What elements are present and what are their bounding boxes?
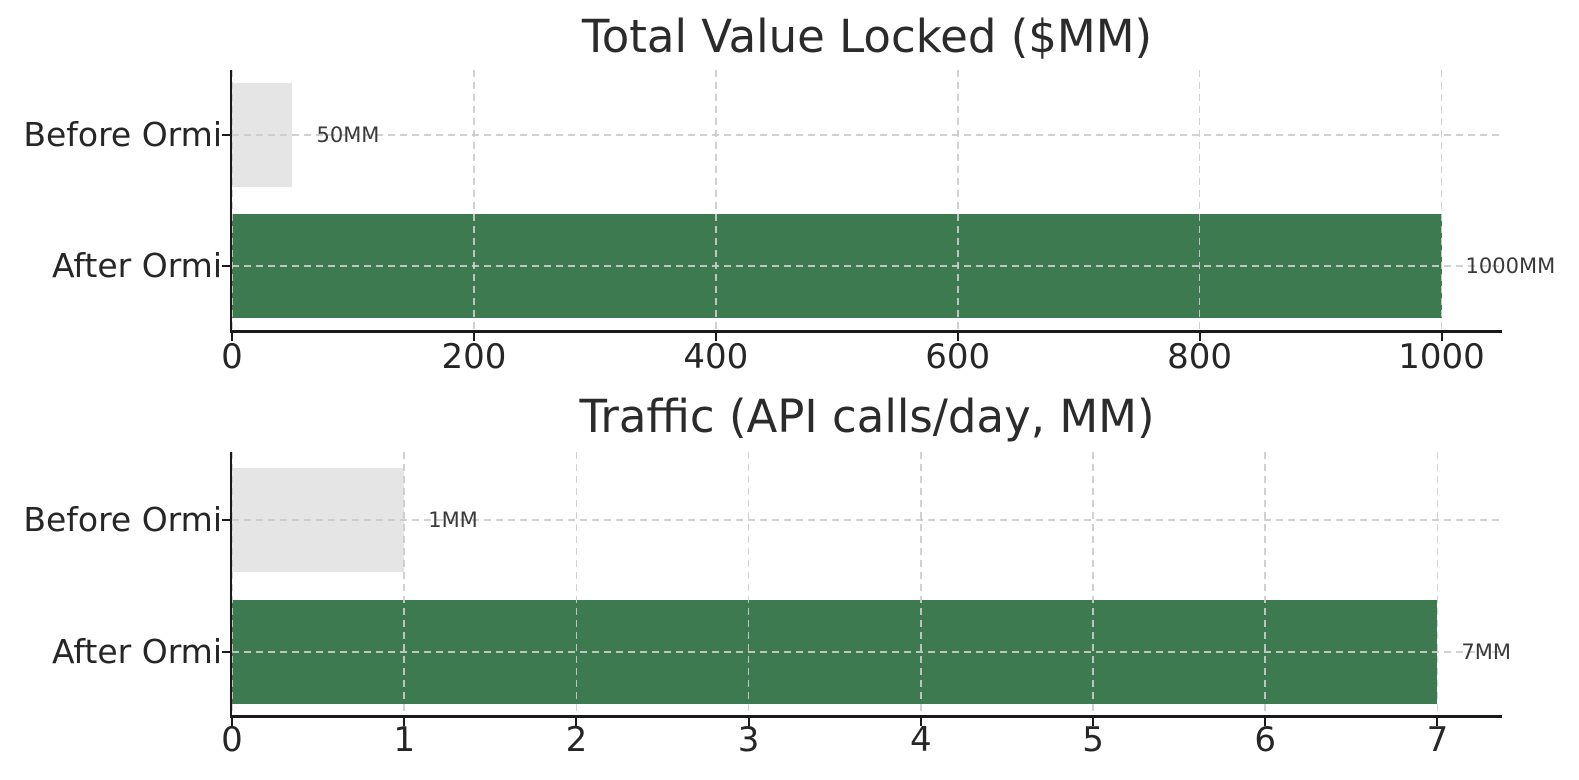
category-label: After Ormi: [51, 632, 222, 671]
x-tick-mark: [472, 333, 475, 341]
grid-line-horizontal: [232, 134, 1502, 136]
x-tick-mark: [1198, 333, 1201, 341]
x-tick-mark: [714, 333, 717, 341]
y-tick-mark: [222, 651, 230, 653]
grid-line-vertical: [1440, 70, 1443, 330]
bar-value-label: 1000MM: [1465, 254, 1556, 278]
grid-line-vertical: [231, 70, 233, 330]
y-axis-spine: [230, 70, 232, 333]
x-tick-label: 600: [925, 337, 991, 377]
y-tick-mark: [222, 519, 230, 521]
y-tick-mark: [222, 134, 230, 136]
x-tick-label: 6: [1254, 720, 1277, 760]
grid-line-vertical: [403, 452, 405, 715]
x-tick-mark: [231, 333, 233, 341]
x-tick-mark: [1440, 333, 1443, 341]
plot-area: [231, 70, 1502, 330]
chart-title: Traffic (API calls/day, MM): [579, 390, 1155, 443]
grid-line-vertical: [747, 452, 750, 715]
grid-line-horizontal: [232, 519, 1502, 521]
x-axis-line: [230, 330, 1502, 333]
grid-line-horizontal: [232, 651, 1502, 653]
x-tick-label: 1: [393, 720, 416, 760]
category-label: After Ormi: [51, 246, 222, 285]
x-tick-mark: [403, 718, 406, 726]
x-tick-mark: [1264, 718, 1267, 726]
grid-line-vertical: [956, 70, 959, 330]
grid-line-vertical: [575, 452, 578, 715]
x-tick-label: 800: [1167, 337, 1233, 377]
grid-line-vertical: [473, 70, 475, 330]
x-tick-mark: [919, 718, 922, 726]
grid-line-vertical: [231, 452, 233, 715]
category-label: Before Ormi: [23, 115, 222, 154]
x-tick-mark: [747, 718, 750, 726]
grid-line-vertical: [1198, 70, 1201, 330]
x-tick-label: 3: [737, 720, 760, 760]
x-tick-label: 0: [221, 720, 243, 760]
x-tick-label: 2: [565, 720, 588, 760]
x-tick-label: 5: [1082, 720, 1104, 760]
bar-value-label: 7MM: [1461, 640, 1512, 664]
grid-line-vertical: [1436, 452, 1439, 715]
grid-line-vertical: [1264, 452, 1266, 715]
plot-area: [231, 452, 1502, 715]
x-tick-label: 4: [909, 720, 932, 760]
x-tick-mark: [956, 333, 959, 341]
chart-title: Total Value Locked ($MM): [581, 10, 1153, 63]
category-label: Before Ormi: [23, 500, 222, 539]
x-tick-label: 200: [441, 337, 507, 377]
grid-line-vertical: [920, 452, 922, 715]
y-axis-spine: [230, 452, 232, 718]
x-tick-label: 400: [683, 337, 749, 377]
x-tick-mark: [231, 718, 233, 726]
x-tick-mark: [575, 718, 578, 726]
bar-value-label: 50MM: [316, 123, 380, 147]
x-tick-mark: [1092, 718, 1095, 726]
y-tick-mark: [222, 265, 230, 267]
x-tick-mark: [1436, 718, 1439, 726]
grid-line-vertical: [1092, 452, 1094, 715]
x-tick-label: 7: [1426, 720, 1449, 760]
x-axis-line: [230, 715, 1502, 718]
x-tick-label: 0: [221, 337, 243, 377]
grid-line-vertical: [715, 70, 717, 330]
grid-line-horizontal: [232, 265, 1502, 267]
bar-value-label: 1MM: [428, 508, 478, 532]
x-tick-label: 1000: [1398, 337, 1485, 377]
